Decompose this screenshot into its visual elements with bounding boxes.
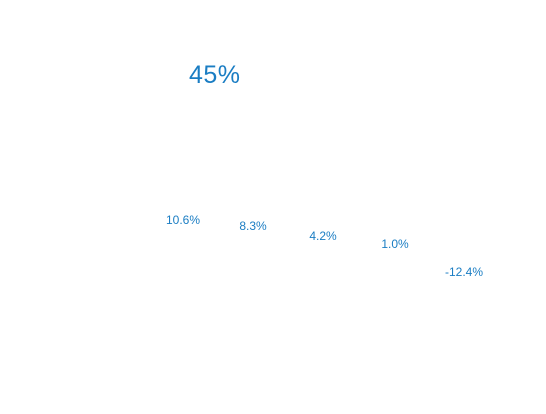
- data-label: 4.2%: [309, 229, 337, 243]
- data-label: -12.4%: [445, 265, 483, 279]
- headline-value: 45%: [189, 61, 241, 89]
- data-label: 10.6%: [166, 213, 200, 227]
- data-label: 8.3%: [239, 219, 267, 233]
- data-label: 1.0%: [381, 237, 409, 251]
